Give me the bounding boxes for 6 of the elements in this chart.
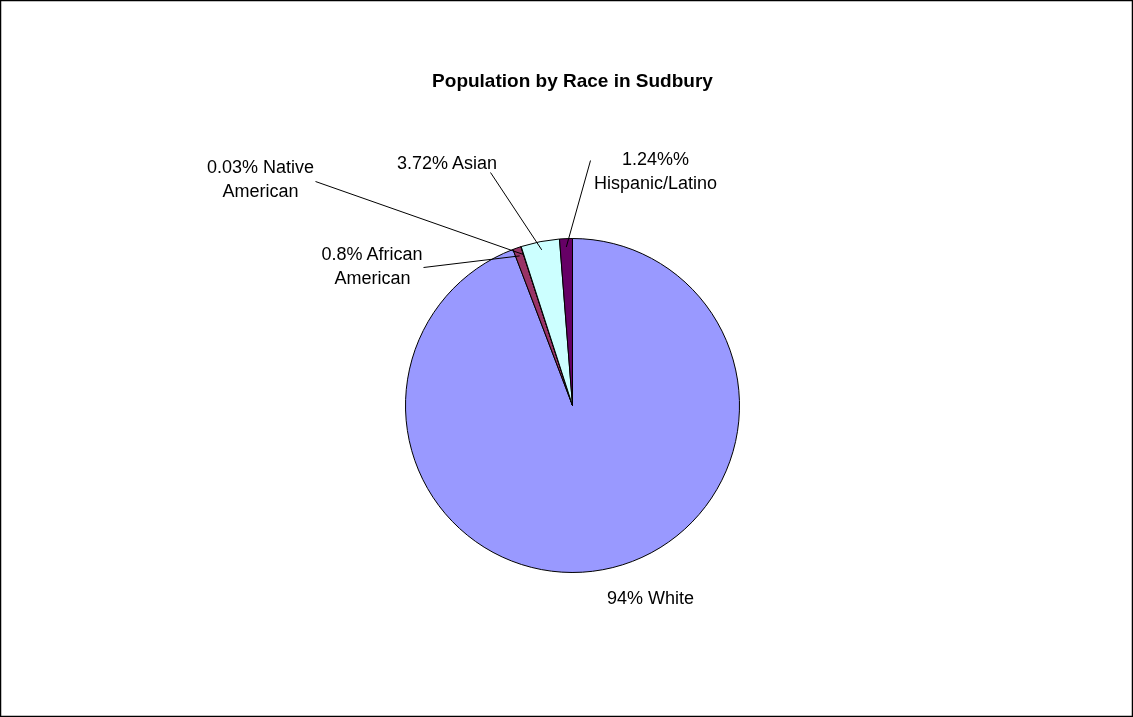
chart-title: Population by Race in Sudbury	[432, 70, 714, 91]
slice-label: 0.8% African American	[321, 243, 423, 288]
slice-label: 1.24%% Hispanic/Latino	[593, 148, 718, 193]
slice-label: 94% White	[606, 587, 695, 608]
slice-label: 0.03% Native American	[206, 156, 315, 201]
slice-label: 3.72% Asian	[396, 152, 498, 173]
